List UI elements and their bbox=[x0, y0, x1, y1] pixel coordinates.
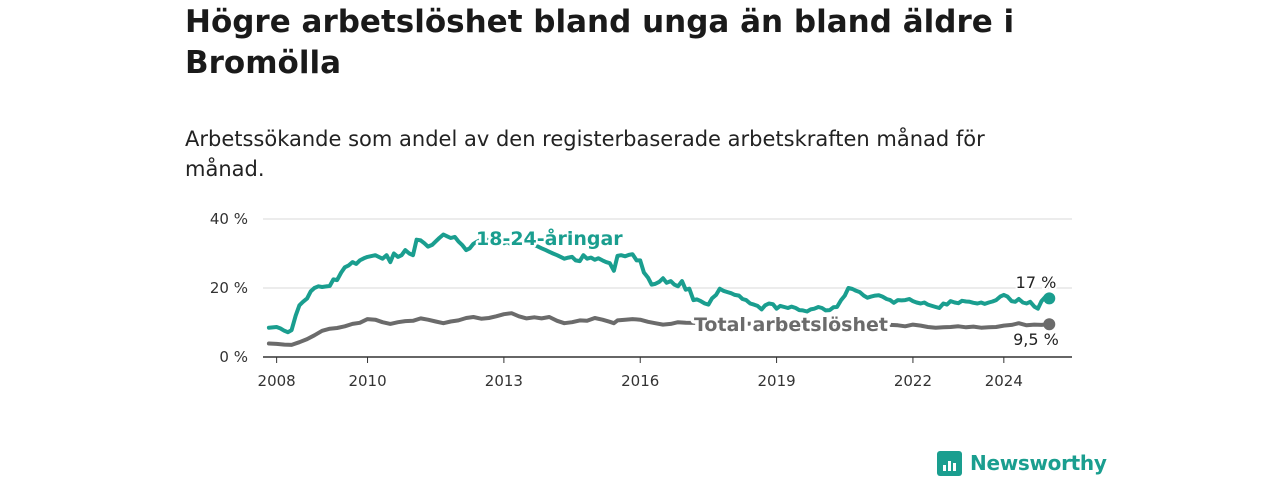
y-axis-ticks: 0 % 20 % 40 % bbox=[210, 210, 248, 366]
x-tick-label: 2008 bbox=[258, 372, 296, 390]
series-label-18-24: 18-24-åringar bbox=[476, 226, 623, 250]
x-tick-label: 2019 bbox=[757, 372, 795, 390]
x-axis-ticks: 2008 2010 2013 2016 2019 2022 2024 bbox=[258, 357, 1023, 390]
y-tick-label: 40 % bbox=[210, 210, 248, 228]
end-point-total bbox=[1043, 318, 1056, 331]
series-labels: 18-24-åringar Total arbetslöshet 17 % 9,5 % bbox=[474, 224, 1061, 352]
series-line-total-arbetsloshet bbox=[266, 311, 1052, 347]
chart-subtitle: Arbetssökande som andel av den registerb… bbox=[185, 127, 985, 181]
series-label-total: Total arbetslöshet bbox=[694, 314, 888, 336]
x-tick-label: 2022 bbox=[894, 372, 932, 390]
x-tick-label: 2016 bbox=[621, 372, 659, 390]
end-point-18-24 bbox=[1043, 292, 1056, 305]
end-label-total: 9,5 % bbox=[1013, 330, 1059, 349]
x-tick-label: 2024 bbox=[985, 372, 1023, 390]
chart-title: Högre arbetslöshet bland unga än bland ä… bbox=[185, 4, 1015, 81]
x-tick-label: 2013 bbox=[485, 372, 523, 390]
end-label-18-24: 17 % bbox=[1016, 273, 1057, 292]
gridlines bbox=[263, 218, 1072, 289]
series-lines bbox=[266, 232, 1056, 349]
newsworthy-logo: Newsworthy bbox=[937, 448, 1107, 478]
x-tick-label: 2010 bbox=[348, 372, 386, 390]
y-tick-label: 0 % bbox=[219, 348, 248, 366]
y-tick-label: 20 % bbox=[210, 279, 248, 297]
brand-name: Newsworthy bbox=[970, 451, 1107, 475]
bar-chart-icon bbox=[937, 450, 962, 476]
series-line-18-24-aringar bbox=[266, 232, 1052, 335]
